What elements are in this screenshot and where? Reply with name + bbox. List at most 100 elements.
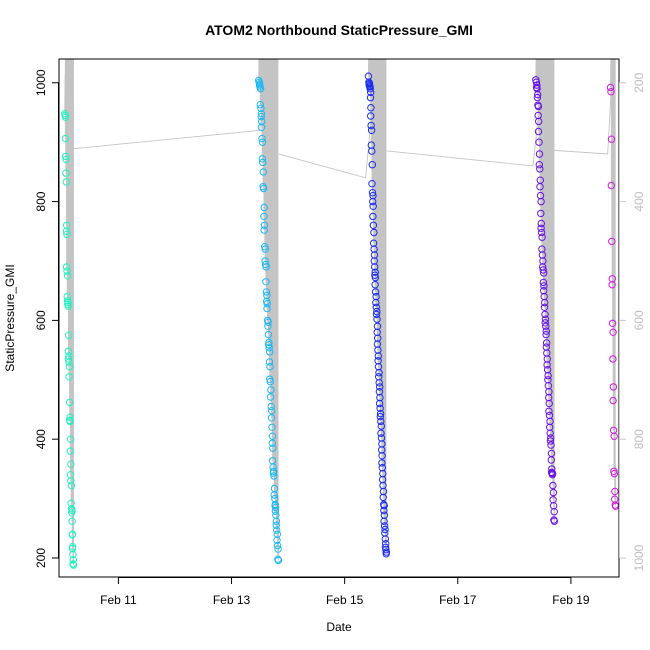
data-point	[264, 322, 272, 330]
data-point	[535, 117, 543, 126]
data-point	[542, 327, 550, 335]
data-point	[367, 88, 375, 97]
data-point	[539, 266, 547, 274]
data-point	[376, 409, 385, 418]
y2-tick-label: 600	[632, 310, 646, 330]
data-point	[66, 447, 75, 455]
data-point	[259, 158, 267, 167]
data-point	[264, 318, 272, 326]
data-point	[381, 525, 389, 534]
data-point	[381, 535, 389, 543]
data-point	[550, 508, 558, 516]
data-point	[542, 322, 550, 330]
data-point	[67, 499, 75, 507]
data-point	[546, 429, 554, 437]
data-point	[607, 135, 616, 143]
data-point	[367, 121, 375, 130]
data-point	[265, 358, 274, 366]
data-point	[63, 230, 71, 238]
data-point	[370, 228, 378, 237]
data-point	[265, 344, 273, 352]
data-point	[382, 550, 390, 558]
data-point	[537, 219, 545, 228]
y2-tick-label: 800	[632, 429, 646, 449]
data-point	[608, 319, 617, 327]
data-point	[544, 371, 552, 380]
data-point	[67, 477, 75, 485]
data-point	[545, 399, 553, 408]
data-point	[67, 460, 75, 468]
data-point	[262, 278, 270, 286]
x-tick-label: Feb 11	[100, 593, 137, 607]
data-point	[65, 331, 73, 339]
data-point	[257, 112, 265, 121]
data-point	[274, 545, 282, 553]
x-tick-label: Feb 15	[326, 593, 364, 607]
data-point	[273, 526, 281, 534]
data-point	[377, 422, 385, 430]
data-point	[273, 541, 282, 550]
data-point	[65, 373, 73, 381]
data-point	[540, 282, 548, 290]
data-point	[64, 355, 73, 363]
data-point	[371, 273, 380, 282]
data-point	[376, 404, 384, 412]
x-tick-label: Feb 13	[213, 593, 251, 607]
data-point	[369, 221, 378, 230]
data-point	[368, 189, 377, 197]
data-point	[266, 348, 274, 356]
data-point	[371, 288, 380, 296]
data-point	[547, 434, 555, 442]
data-point	[261, 245, 269, 253]
data-point	[534, 102, 543, 111]
y-tick-label: 1000	[34, 69, 48, 96]
data-point	[258, 155, 266, 163]
data-point	[64, 347, 73, 355]
data-point	[62, 169, 70, 177]
data-point	[267, 402, 275, 411]
y-tick-label: 400	[34, 429, 48, 449]
y2-tick-label: 200	[632, 72, 646, 92]
data-point	[66, 435, 75, 443]
data-point	[260, 221, 269, 230]
data-point	[548, 471, 557, 479]
data-point	[368, 161, 376, 169]
data-point	[64, 302, 72, 310]
y2-tick-label: 400	[632, 191, 646, 211]
data-point	[269, 444, 277, 452]
y-axis-label: StaticPressure_GMI	[3, 264, 17, 371]
data-point	[541, 319, 549, 327]
data-point	[63, 267, 71, 275]
data-point	[372, 298, 380, 307]
y-axis: 200 400 600 800 1000	[34, 69, 59, 568]
x-axis: Feb 11 Feb 13 Feb 15 Feb 17 Feb 19	[100, 577, 590, 607]
data-point	[257, 110, 266, 118]
track-line	[258, 59, 279, 561]
y-tick-label: 800	[34, 191, 48, 211]
data-point	[540, 269, 548, 277]
data-point	[535, 161, 543, 169]
y2-axis: 200 400 600 800 1000	[619, 72, 646, 571]
y2-tick-label: 1000	[632, 544, 646, 571]
data-point	[267, 414, 276, 422]
data-point	[266, 363, 274, 371]
data-point	[378, 459, 386, 467]
data-point	[263, 304, 271, 313]
data-point	[69, 561, 78, 569]
data-point	[69, 550, 77, 559]
data-point	[534, 90, 542, 99]
track-line	[610, 59, 617, 507]
data-point	[63, 272, 72, 280]
data-point	[537, 228, 546, 237]
data-point	[259, 168, 267, 176]
data-point	[65, 358, 73, 366]
data-point	[535, 150, 544, 158]
data-point	[375, 399, 384, 408]
data-point	[538, 233, 546, 241]
data-point	[539, 278, 548, 287]
x-tick-label: Feb 17	[439, 593, 477, 607]
data-point	[271, 507, 280, 515]
track-line	[64, 59, 74, 566]
data-point	[608, 237, 616, 246]
